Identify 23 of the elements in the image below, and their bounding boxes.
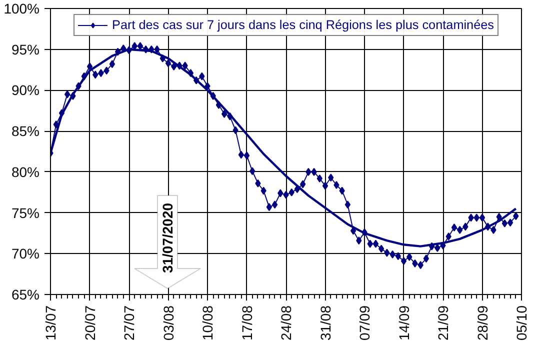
- legend-label: Part des cas sur 7 jours dans les cinq Régions les plus contaminées: [112, 18, 494, 32]
- x-tick-label: 07/09: [356, 305, 372, 341]
- x-tick-label: 14/09: [396, 305, 412, 341]
- y-tick-label: 75%: [11, 204, 40, 221]
- x-tick-label: 31/08: [317, 305, 334, 341]
- x-tick-label: 13/07: [42, 305, 58, 341]
- y-tick-label: 70%: [11, 246, 40, 262]
- y-tick-label: 80%: [11, 164, 40, 180]
- x-tick-label: 28/09: [474, 305, 490, 341]
- x-tick-label: 21/09: [435, 305, 451, 341]
- x-tick-label: 17/08: [238, 305, 255, 341]
- x-tick-label: 03/08: [160, 305, 176, 341]
- y-tick-label: 95%: [11, 41, 40, 58]
- y-tick-label: 90%: [11, 82, 40, 98]
- y-tick-label: 100%: [4, 0, 40, 16]
- x-tick-label: 27/07: [121, 305, 137, 341]
- x-tick-label: 24/08: [278, 305, 294, 341]
- x-tick-label: 05/10: [514, 305, 530, 341]
- x-tick-label: 10/08: [200, 305, 216, 341]
- x-tick-label: 20/07: [82, 305, 98, 341]
- y-tick-label: 85%: [11, 123, 40, 140]
- annotation: 31/07/2020: [160, 202, 176, 274]
- y-tick-label: 65%: [11, 286, 40, 302]
